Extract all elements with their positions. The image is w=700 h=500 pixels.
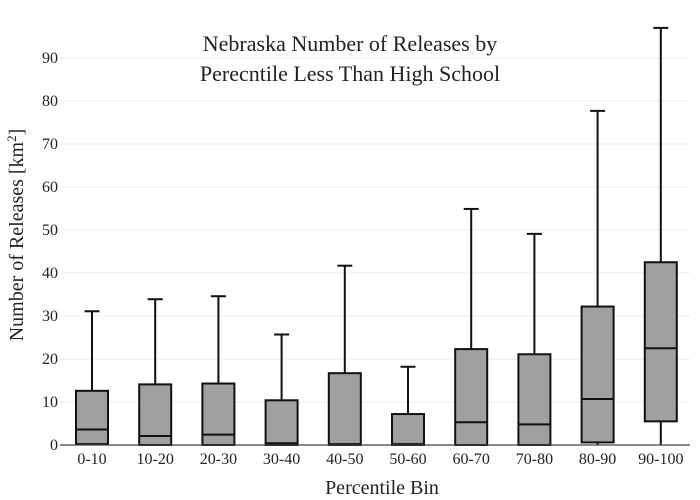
y-tick-labels: 0 10 20 30 40 50 60 70 80 90 (42, 50, 58, 454)
box-10-20 (139, 299, 171, 445)
x-tick-label: 10-20 (137, 451, 174, 468)
y-tick-label: 50 (42, 222, 58, 239)
y-axis-label-end: ] (6, 129, 28, 136)
y-tick-label: 40 (42, 265, 58, 282)
box-iqr (582, 307, 614, 443)
box-50-60 (392, 367, 424, 445)
box-40-50 (329, 266, 361, 445)
x-axis-label: Percentile Bin (325, 477, 439, 499)
box-60-70 (455, 209, 487, 445)
y-tick-label: 90 (42, 50, 58, 67)
y-tick-label: 70 (42, 136, 58, 153)
y-axis-label-main: Number of Releases [km (6, 141, 28, 341)
box-70-80 (518, 234, 550, 445)
x-tick-label: 50-60 (389, 451, 426, 468)
box-90-100 (645, 28, 677, 445)
x-tick-label: 90-100 (638, 451, 683, 468)
box-80-90 (582, 111, 614, 445)
box-iqr (202, 384, 234, 445)
box-iqr (518, 354, 550, 445)
x-tick-label: 30-40 (263, 451, 300, 468)
x-tick-label: 70-80 (516, 451, 553, 468)
y-tick-label: 30 (42, 308, 58, 325)
box-0-10 (76, 311, 108, 445)
y-tick-label: 20 (42, 351, 58, 368)
box-iqr (266, 400, 298, 445)
y-tick-label: 60 (42, 179, 58, 196)
x-tick-label: 80-90 (579, 451, 616, 468)
box-series (76, 28, 677, 445)
x-tick-label: 60-70 (453, 451, 490, 468)
y-axis-label: Number of Releases [km2] (4, 129, 28, 342)
x-tick-label: 0-10 (77, 451, 106, 468)
box-iqr (455, 349, 487, 445)
x-tick-label: 40-50 (326, 451, 363, 468)
x-tick-labels: 0-10 10-20 20-30 30-40 40-50 50-60 60-70 70-80 8… (77, 451, 683, 468)
chart-title-line-1: Nebraska Number of Releases by (203, 31, 497, 56)
box-iqr (76, 391, 108, 444)
y-tick-label: 0 (50, 437, 58, 454)
box-iqr (392, 414, 424, 445)
box-20-30 (202, 296, 234, 445)
box-iqr (645, 262, 677, 421)
x-tick-label: 20-30 (200, 451, 237, 468)
y-tick-label: 80 (42, 93, 58, 110)
y-tick-label: 10 (42, 394, 58, 411)
chart-title-line-2: Perecntile Less Than High School (200, 61, 500, 86)
box-iqr (329, 373, 361, 445)
box-30-40 (266, 334, 298, 445)
